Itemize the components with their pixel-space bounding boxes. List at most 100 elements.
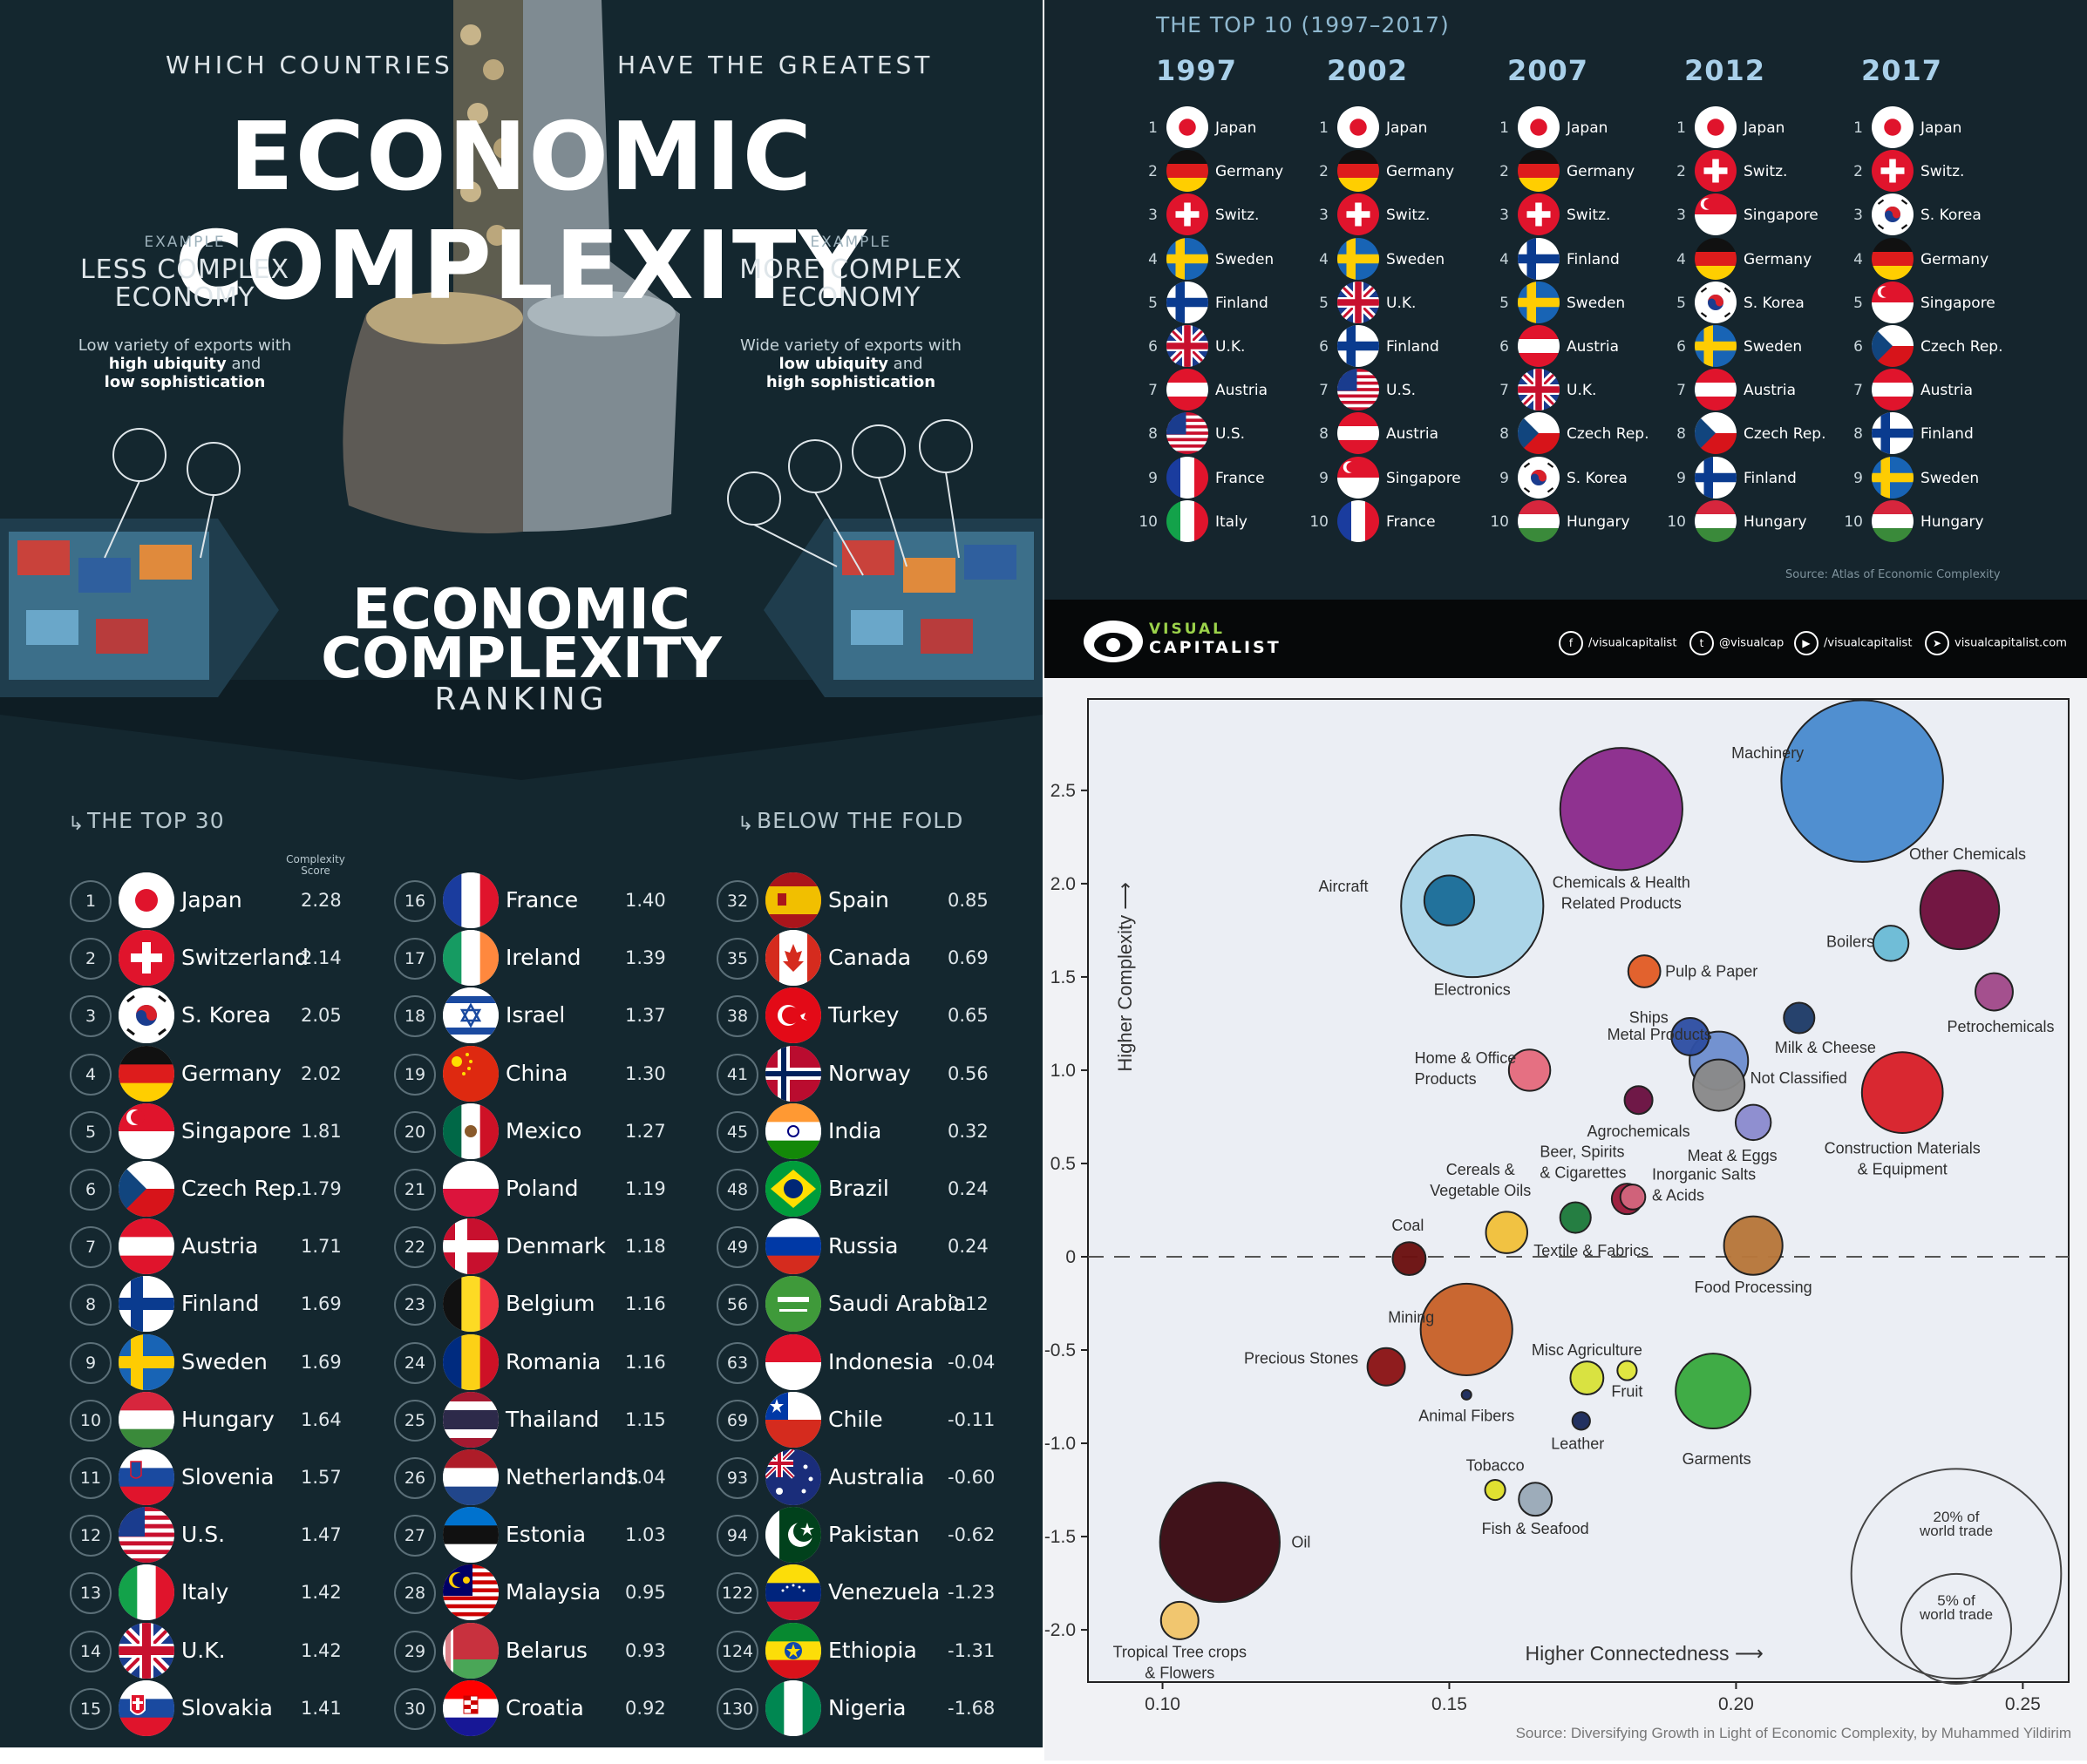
complexity-score: -1.23 — [948, 1582, 996, 1604]
china-flag-icon — [443, 1045, 499, 1102]
country-name: Poland — [506, 1176, 579, 1201]
y-tick-label: 0.5 — [1050, 1154, 1076, 1174]
venezuela-flag-icon — [765, 1564, 821, 1621]
flag-circle — [765, 1102, 821, 1159]
country-name: Belarus — [506, 1637, 588, 1663]
table-row: 10 Hungary 1.64 — [70, 1391, 366, 1449]
social-link[interactable]: ➤ visualcapitalist.com — [1925, 631, 2067, 655]
country-name: S. Korea — [1744, 294, 1805, 312]
country-name: Switz. — [1920, 163, 1965, 181]
complexity-score: 0.24 — [948, 1236, 989, 1258]
korea-flag-icon — [1518, 456, 1560, 499]
list-item: 5 Sweden — [1490, 281, 1655, 323]
bubble-label: Petrochemicals — [1947, 1018, 2054, 1035]
country-name: Denmark — [506, 1233, 606, 1259]
complexity-score: 2.05 — [301, 1005, 342, 1027]
social-handle: /visualcapitalist — [1824, 636, 1913, 650]
bubble-chart: 2.5 2.0 1.5 1.0 0.5 0 -0.5 -1.0 -1.5 -2.0 0.10 0.15… — [1044, 698, 2071, 1741]
complexity-score: 1.42 — [301, 1582, 342, 1604]
list-item: 6 Sweden — [1667, 325, 1832, 367]
y-tick-label: -0.5 — [1044, 1340, 1076, 1360]
list-item: 7 Austria — [1667, 369, 1832, 411]
list-item: 9 Finland — [1667, 456, 1832, 499]
chip-icon — [727, 472, 781, 526]
rank-badge: 21 — [394, 1169, 436, 1211]
country-name: Venezuela — [828, 1579, 941, 1605]
country-name: Thailand — [506, 1406, 600, 1432]
social-link[interactable]: t @visualcap — [1689, 631, 1784, 655]
gamepad-icon — [788, 439, 842, 493]
x-tick-label: 0.25 — [2005, 1694, 2041, 1714]
bubble-label: Milk & Cheese — [1775, 1039, 1876, 1056]
table-row: 41 Norway 0.56 — [717, 1045, 1013, 1102]
social-link[interactable]: f/visualcapitalist — [1559, 631, 1676, 655]
rank-badge: 13 — [70, 1572, 112, 1615]
complexity-score: -1.31 — [948, 1639, 996, 1661]
rank-badge: 130 — [717, 1687, 758, 1730]
switzerland-flag-icon — [1337, 193, 1379, 236]
hungary-flag-icon — [119, 1391, 174, 1448]
country-name: Singapore — [181, 1117, 292, 1143]
sweden-flag-icon — [1166, 237, 1208, 280]
croatia-flag-icon — [443, 1679, 499, 1736]
list-item: 5 Singapore — [1844, 281, 2009, 323]
less-title-2: ECONOMY — [114, 282, 255, 313]
bubble-point — [1423, 874, 1476, 926]
flag-circle — [1872, 193, 1914, 236]
rank-number: 6 — [1853, 338, 1863, 356]
switzerland-flag-icon — [1872, 150, 1914, 193]
top30-label: ↳ THE TOP 30 — [68, 808, 225, 835]
table-row: 56 Saudi Arabia 0.12 — [717, 1275, 1013, 1333]
country-name: Germany — [1386, 163, 1455, 181]
visual-capitalist-logo-icon — [1084, 621, 1143, 662]
finland-flag-icon — [1166, 281, 1208, 323]
country-name: Hungary — [1567, 512, 1630, 531]
tshirt-icon — [187, 442, 241, 496]
rank-number: 9 — [1319, 469, 1329, 487]
country-name: Japan — [181, 887, 242, 913]
rank-badge: 18 — [394, 995, 436, 1038]
complexity-score: 0.12 — [948, 1293, 989, 1315]
size-legend-label: world trade — [1919, 1523, 1993, 1539]
complexity-score: 2.28 — [301, 890, 342, 911]
flag-circle — [443, 1276, 499, 1333]
chile-flag-icon — [765, 1391, 821, 1448]
score-header: Complexity Score — [286, 853, 345, 877]
more-example-tag: EXAMPLE — [810, 234, 892, 251]
rank-number: 10 — [1844, 512, 1863, 531]
table-row: 12 U.S. 1.47 — [70, 1506, 366, 1564]
complexity-score: 0.69 — [948, 947, 989, 969]
flag-circle — [1518, 106, 1560, 148]
pakistan-flag-icon — [765, 1507, 821, 1564]
korea-flag-icon — [119, 987, 174, 1044]
japan-flag-icon — [119, 872, 174, 928]
list-item: 6 Austria — [1490, 325, 1655, 367]
y-tick-label: 2.5 — [1050, 781, 1076, 801]
bubble-point — [1919, 869, 2001, 951]
country-name: Switz. — [1744, 163, 1788, 181]
bubble-label: & Flowers — [1145, 1664, 1214, 1681]
country-name: Finland — [1386, 338, 1439, 356]
rank-badge: 41 — [717, 1053, 758, 1096]
country-name: Switzerland — [181, 945, 309, 971]
x-tick-label: 0.15 — [1431, 1694, 1467, 1714]
flag-circle — [119, 1564, 174, 1621]
bubble-label: Other Chemicals — [1909, 845, 2026, 863]
flag-circle — [443, 1449, 499, 1505]
rank-number: 8 — [1499, 425, 1509, 444]
social-handle: @visualcap — [1719, 636, 1784, 650]
flag-circle — [1166, 281, 1208, 323]
list-item: 7 U.K. — [1490, 369, 1655, 411]
social-link[interactable]: ▶ /visualcapitalist — [1794, 631, 1912, 655]
rank-number: 7 — [1499, 382, 1509, 400]
rank-number: 7 — [1853, 382, 1863, 400]
flag-circle — [1872, 281, 1914, 323]
flag-circle — [1337, 412, 1379, 455]
country-name: Estonia — [506, 1522, 587, 1548]
flag-circle — [765, 1161, 821, 1217]
rank-badge: 24 — [394, 1341, 436, 1384]
country-name: U.S. — [1386, 382, 1417, 400]
bubble-point — [1507, 1048, 1552, 1092]
country-name: Singapore — [1920, 294, 1995, 312]
year-heading: 2002 — [1327, 54, 1409, 87]
